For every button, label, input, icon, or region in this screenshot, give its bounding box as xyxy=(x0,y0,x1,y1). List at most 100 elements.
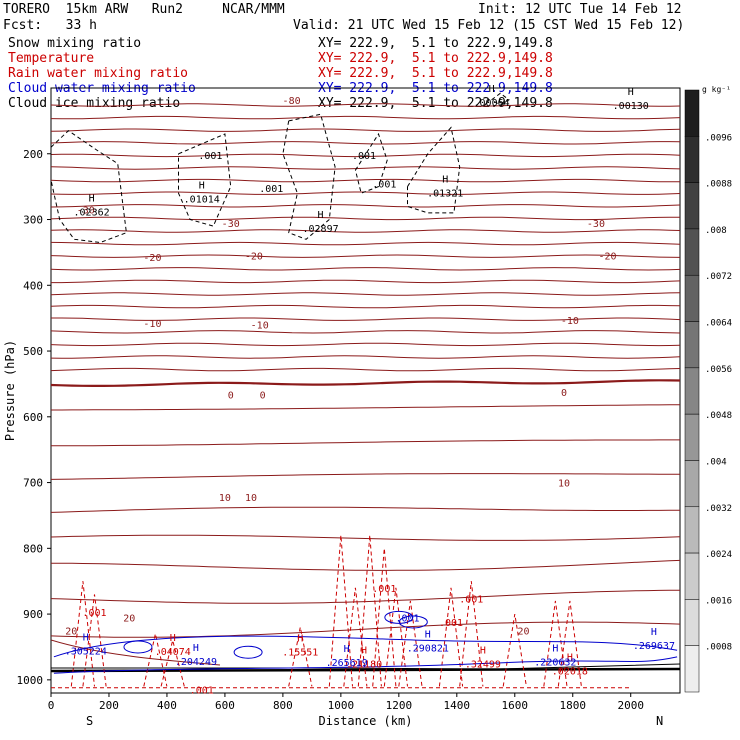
colorbar-tick-label: .0064 xyxy=(705,319,732,329)
isotherm-line xyxy=(51,204,680,208)
isotherm-label: 10 xyxy=(245,493,257,504)
isotherm-line xyxy=(51,506,680,513)
colorbar-bin xyxy=(684,599,700,646)
isotherm-label: 20 xyxy=(517,627,529,638)
rain-maximum-marker: H xyxy=(170,633,176,644)
rain-maximum-marker: H xyxy=(567,653,573,664)
field-name-rain: Rain water mixing ratio xyxy=(8,66,189,81)
snow-maximum-marker: H xyxy=(318,210,324,221)
rain-contour-label: .001 xyxy=(190,686,214,697)
colorbar-unit: g kg⁻¹ xyxy=(702,85,731,94)
x-tick-label: 2000 xyxy=(617,699,644,712)
isotherm-line xyxy=(51,317,680,321)
colorbar-bin xyxy=(684,506,700,554)
snow-maximum-value: .02362 xyxy=(74,208,110,219)
snow-maximum-value: .01321 xyxy=(427,189,463,200)
rain-contour-label: .001 xyxy=(372,584,396,595)
field-name-temperature: Temperature xyxy=(8,51,95,66)
cloud-ice-maximum-value: .00064 xyxy=(474,98,510,109)
cloud-water-maximum-marker: H xyxy=(425,630,431,641)
rain-contour xyxy=(459,581,484,687)
cloud-ice-maximum-value: .00130 xyxy=(613,101,649,112)
x-axis-title: Distance (km) xyxy=(319,714,413,728)
isotherm-label: -20 xyxy=(245,252,263,263)
rain-contour xyxy=(357,535,382,687)
isotherm-line xyxy=(51,342,680,347)
field-xy-temperature: XY= 222.9, 5.1 to 222.9,149.8 xyxy=(318,51,553,66)
isotherm-line xyxy=(51,241,680,246)
isotherm-line xyxy=(51,103,680,107)
isotherm-line xyxy=(51,128,680,132)
colorbar-tick-label: .0096 xyxy=(705,133,732,143)
cloud-water-maximum-value: .269637 xyxy=(633,641,675,652)
cloud-water-maximum-marker: H xyxy=(651,627,657,638)
y-tick-label: 600 xyxy=(23,411,43,424)
colorbar-tick-label: .0032 xyxy=(705,504,732,514)
isotherm-line xyxy=(51,404,680,411)
rain-contour xyxy=(70,581,95,687)
colorbar-tick-label: .0056 xyxy=(705,365,732,375)
y-tick-label: 900 xyxy=(23,608,43,621)
y-tick-label: 200 xyxy=(23,148,43,161)
cloud-water-contour xyxy=(53,635,678,658)
cloud-water-contour xyxy=(384,610,414,624)
rain-contour xyxy=(438,587,464,687)
snow-contour xyxy=(51,130,127,244)
isotherm-label: -30 xyxy=(77,206,95,217)
rain-maximum-value: .15551 xyxy=(282,648,318,659)
snow-maximum-marker: H xyxy=(442,175,448,186)
isotherm-label: -10 xyxy=(561,316,579,327)
snow-contour-label: .001 xyxy=(259,184,283,195)
cloud-water-maximum-marker: H xyxy=(193,643,199,654)
isotherm-zero-line xyxy=(51,379,680,387)
rain-contour xyxy=(383,587,408,687)
cloud-water-contour xyxy=(123,640,153,654)
north-label: N xyxy=(656,714,663,728)
colorbar-bin xyxy=(684,136,700,183)
init-time: Init: 12 UTC Tue 14 Feb 12 xyxy=(478,2,682,17)
isotherm-line xyxy=(51,216,680,221)
y-tick-label: 700 xyxy=(23,477,43,490)
rain-maximum-value: .04074 xyxy=(155,647,191,658)
isotherm-label: -10 xyxy=(143,319,161,330)
isotherm-line xyxy=(51,367,680,372)
cloud-water-maximum-value: .290821 xyxy=(407,644,449,655)
colorbar-tick-label: .0016 xyxy=(705,596,732,606)
field-xy-rain: XY= 222.9, 5.1 to 222.9,149.8 xyxy=(318,66,553,81)
snow-contour xyxy=(282,113,336,240)
isotherm-line xyxy=(51,178,680,183)
field-xy-snow: XY= 222.9, 5.1 to 222.9,149.8 xyxy=(318,36,553,51)
colorbar-bin xyxy=(684,274,700,322)
snow-maximum-value: .02897 xyxy=(303,224,339,235)
cloud-water-maximum-value: .220632 xyxy=(534,657,576,668)
isotherm-label: 0 xyxy=(260,390,266,401)
field-xy-cloud-ice: XY= 222.9, 5.1 to 222.9,149.8 xyxy=(318,96,553,111)
colorbar-bin xyxy=(684,89,700,137)
isotherm-label: -10 xyxy=(251,321,269,332)
x-tick-label: 1200 xyxy=(386,699,413,712)
cloud-water-maximum-marker: H xyxy=(344,644,350,655)
colorbar-tick-label: .0072 xyxy=(705,272,732,282)
cloud-water-maximum-value: .305224 xyxy=(65,646,107,657)
isotherm-line xyxy=(51,559,680,571)
isotherm-label: 20 xyxy=(65,627,77,638)
model-header: TORERO 15km ARW Run2 NCAR/MMM xyxy=(3,2,285,17)
y-tick-label: 400 xyxy=(23,279,43,292)
colorbar-bin xyxy=(684,228,700,276)
rain-maximum-marker: H xyxy=(361,645,367,656)
isotherm-line xyxy=(51,330,680,334)
rain-contour-label: .001 xyxy=(439,618,463,629)
isotherm-line xyxy=(51,534,680,541)
rain-maximum-value: .21180 xyxy=(346,659,382,670)
colorbar-tick-label: .004 xyxy=(705,457,727,467)
rain-maximum-value: .02018 xyxy=(552,667,588,678)
isotherm-line xyxy=(51,191,680,195)
x-tick-label: 1800 xyxy=(560,699,587,712)
cloud-water-contour-label: .001 xyxy=(395,613,419,624)
isotherm-label: 0 xyxy=(561,388,567,399)
isotherm-line xyxy=(51,267,680,271)
isotherm-label: -20 xyxy=(143,253,161,264)
x-tick-label: 1400 xyxy=(444,699,471,712)
rain-contour xyxy=(398,600,423,687)
